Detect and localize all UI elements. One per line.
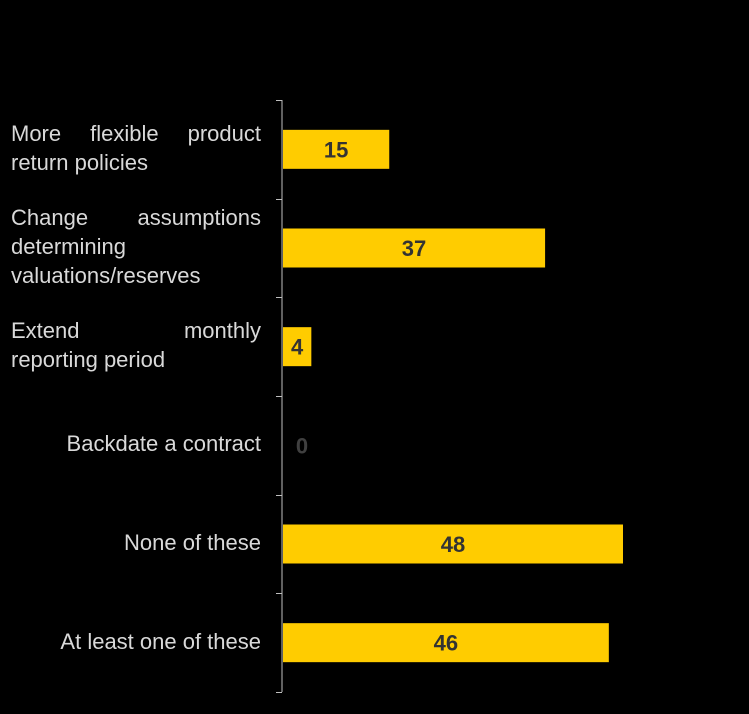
category-label-line: Change assumptions — [11, 205, 261, 230]
category-label: None of these — [124, 530, 261, 555]
bar — [283, 129, 390, 169]
category-label-line: More flexible product — [11, 121, 261, 146]
category-label-line: valuations/reserves — [11, 263, 201, 288]
data-label: 0 — [296, 433, 308, 458]
category-label: Backdate a contract — [66, 431, 261, 456]
bar — [283, 327, 312, 367]
category-label-line: return policies — [11, 150, 148, 175]
category-label-line: determining — [11, 234, 126, 259]
bar — [283, 623, 609, 663]
data-label: 46 — [434, 631, 458, 656]
bar — [283, 228, 546, 268]
data-label: 37 — [402, 236, 426, 261]
data-label: 48 — [441, 532, 465, 557]
category-label-line: Extend monthly — [11, 318, 261, 343]
data-label: 15 — [324, 137, 348, 162]
category-label-line: reporting period — [11, 347, 166, 372]
category-label: At least one of these — [60, 629, 261, 654]
bar — [283, 524, 623, 564]
category-label: Change assumptions determining valuation… — [11, 203, 261, 290]
data-label: 4 — [291, 335, 304, 360]
category-label: Extend monthly reporting period — [11, 316, 261, 374]
category-label: More flexible product return policies — [11, 119, 261, 177]
